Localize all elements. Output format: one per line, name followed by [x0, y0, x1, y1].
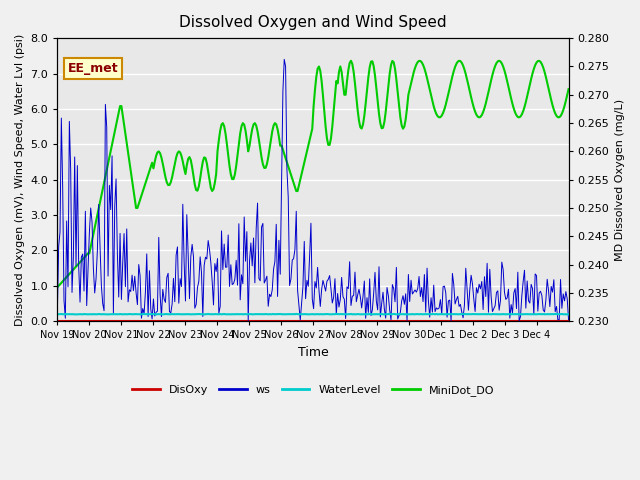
Text: EE_met: EE_met: [68, 62, 118, 75]
Y-axis label: Dissolved Oxygen (mV), Wind Speed, Water Lvl (psi): Dissolved Oxygen (mV), Wind Speed, Water…: [15, 34, 25, 326]
Y-axis label: MD Dissolved Oxygen (mg/L): MD Dissolved Oxygen (mg/L): [615, 98, 625, 261]
X-axis label: Time: Time: [298, 346, 328, 359]
Legend: DisOxy, ws, WaterLevel, MiniDot_DO: DisOxy, ws, WaterLevel, MiniDot_DO: [127, 381, 499, 401]
Title: Dissolved Oxygen and Wind Speed: Dissolved Oxygen and Wind Speed: [179, 15, 447, 30]
